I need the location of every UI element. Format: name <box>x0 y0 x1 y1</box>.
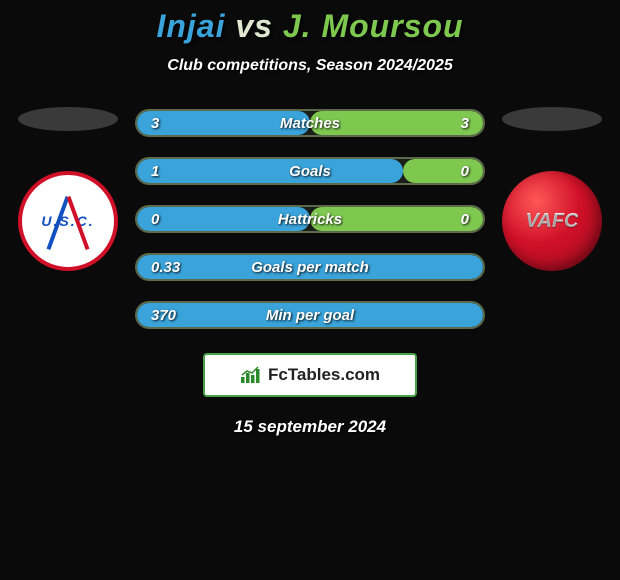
player1-column: U.S.C. <box>8 107 128 271</box>
stat-label: Hattricks <box>278 211 342 228</box>
stats-column: 3 3 Matches 1 0 Goals 0 0 Hattricks 0.33 Goals per… <box>135 107 485 329</box>
stat-value-right: 0 <box>461 163 469 180</box>
player2-name: J. Moursou <box>283 8 464 44</box>
watermark-text: FcTables.com <box>268 365 380 385</box>
stat-value-left: 0.33 <box>151 259 180 276</box>
player1-name: Injai <box>156 8 225 44</box>
player2-club-badge: VAFC <box>502 171 602 271</box>
content-row: U.S.C. 3 3 Matches 1 0 Goals 0 0 Hattricks 0.33 Go… <box>0 107 620 329</box>
comparison-title: Injai vs J. Moursou <box>0 8 620 45</box>
stat-label: Goals <box>289 163 331 180</box>
player2-column: VAFC <box>492 107 612 271</box>
stat-fill-left <box>137 159 403 183</box>
stat-bar: 370 Min per goal <box>135 301 485 329</box>
vs-separator: vs <box>235 8 273 44</box>
stat-label: Min per goal <box>266 307 354 324</box>
player2-silhouette <box>502 107 602 131</box>
infographic-container: Injai vs J. Moursou Club competitions, S… <box>0 0 620 437</box>
stat-value-right: 3 <box>461 115 469 132</box>
stat-label: Matches <box>280 115 340 132</box>
stat-value-left: 370 <box>151 307 176 324</box>
stat-value-left: 3 <box>151 115 159 132</box>
stat-fill-right <box>403 159 483 183</box>
stat-bar: 0 0 Hattricks <box>135 205 485 233</box>
stat-value-right: 0 <box>461 211 469 228</box>
stat-value-left: 0 <box>151 211 159 228</box>
player1-club-abbrev: U.S.C. <box>41 213 94 229</box>
watermark-badge: FcTables.com <box>203 353 417 397</box>
bar-chart-icon <box>240 366 262 384</box>
stat-value-left: 1 <box>151 163 159 180</box>
stat-label: Goals per match <box>251 259 369 276</box>
stat-bar: 0.33 Goals per match <box>135 253 485 281</box>
player1-silhouette <box>18 107 118 131</box>
player1-club-badge: U.S.C. <box>18 171 118 271</box>
date-text: 15 september 2024 <box>0 417 620 437</box>
stat-bar: 3 3 Matches <box>135 109 485 137</box>
player2-club-abbrev: VAFC <box>526 210 579 233</box>
stat-bar: 1 0 Goals <box>135 157 485 185</box>
subtitle: Club competitions, Season 2024/2025 <box>0 57 620 75</box>
